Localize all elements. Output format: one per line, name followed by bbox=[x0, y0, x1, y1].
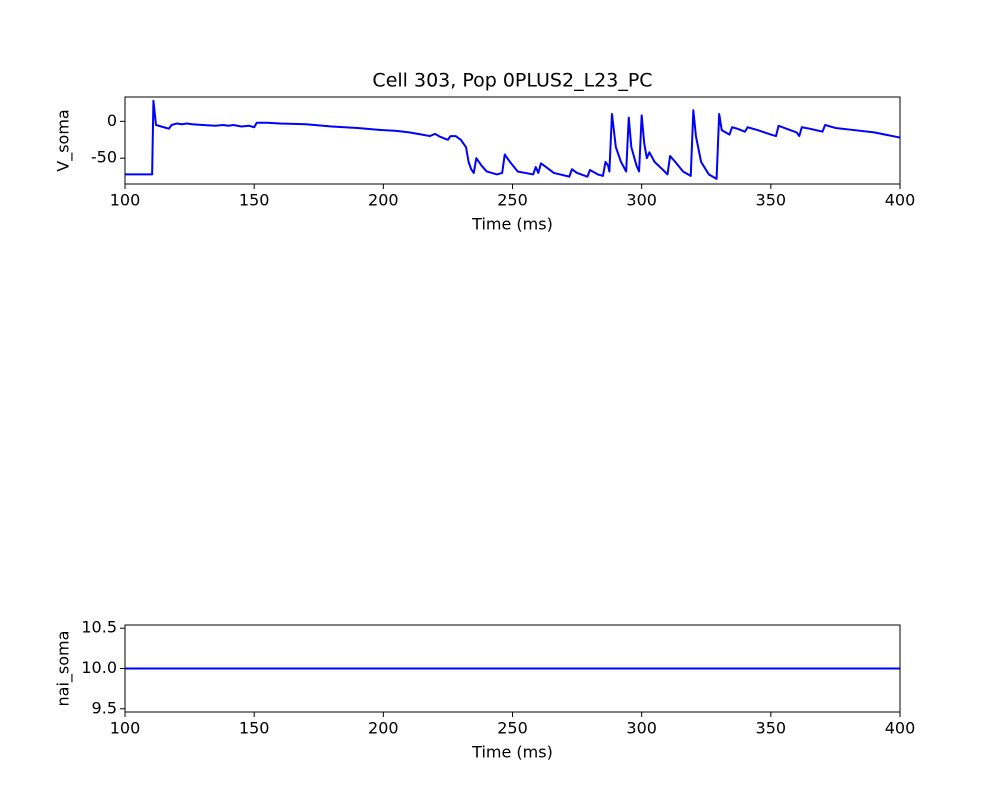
y-tick-label: 10.5 bbox=[81, 618, 117, 637]
y-axis-label: V_soma bbox=[54, 109, 74, 171]
x-tick-label: 350 bbox=[756, 719, 787, 738]
x-tick-label: 300 bbox=[626, 191, 657, 210]
x-tick-label: 400 bbox=[885, 719, 916, 738]
y-tick-label: 0 bbox=[107, 111, 117, 130]
x-tick-label: 400 bbox=[885, 191, 916, 210]
x-tick-label: 250 bbox=[497, 719, 528, 738]
x-tick-label: 150 bbox=[239, 191, 270, 210]
x-tick-label: 350 bbox=[756, 191, 787, 210]
x-axis-label: Time (ms) bbox=[471, 215, 553, 234]
x-tick-label: 150 bbox=[239, 719, 270, 738]
x-tick-label: 250 bbox=[497, 191, 528, 210]
x-axis-label: Time (ms) bbox=[471, 743, 553, 762]
axes-frame bbox=[124, 96, 901, 185]
axes-frame bbox=[124, 624, 901, 713]
y-axis-label: nai_soma bbox=[54, 631, 74, 707]
y-tick-label: 9.5 bbox=[92, 698, 117, 717]
chart-title: Cell 303, Pop 0PLUS2_L23_PC bbox=[372, 70, 652, 92]
y-tick-label: -50 bbox=[91, 148, 117, 167]
x-tick-label: 200 bbox=[368, 719, 399, 738]
x-tick-label: 100 bbox=[110, 191, 141, 210]
x-tick-label: 300 bbox=[626, 719, 657, 738]
x-tick-label: 100 bbox=[110, 719, 141, 738]
line bbox=[125, 99, 901, 180]
x-tick-label: 200 bbox=[368, 191, 399, 210]
y-tick-label: 10.0 bbox=[81, 658, 117, 677]
